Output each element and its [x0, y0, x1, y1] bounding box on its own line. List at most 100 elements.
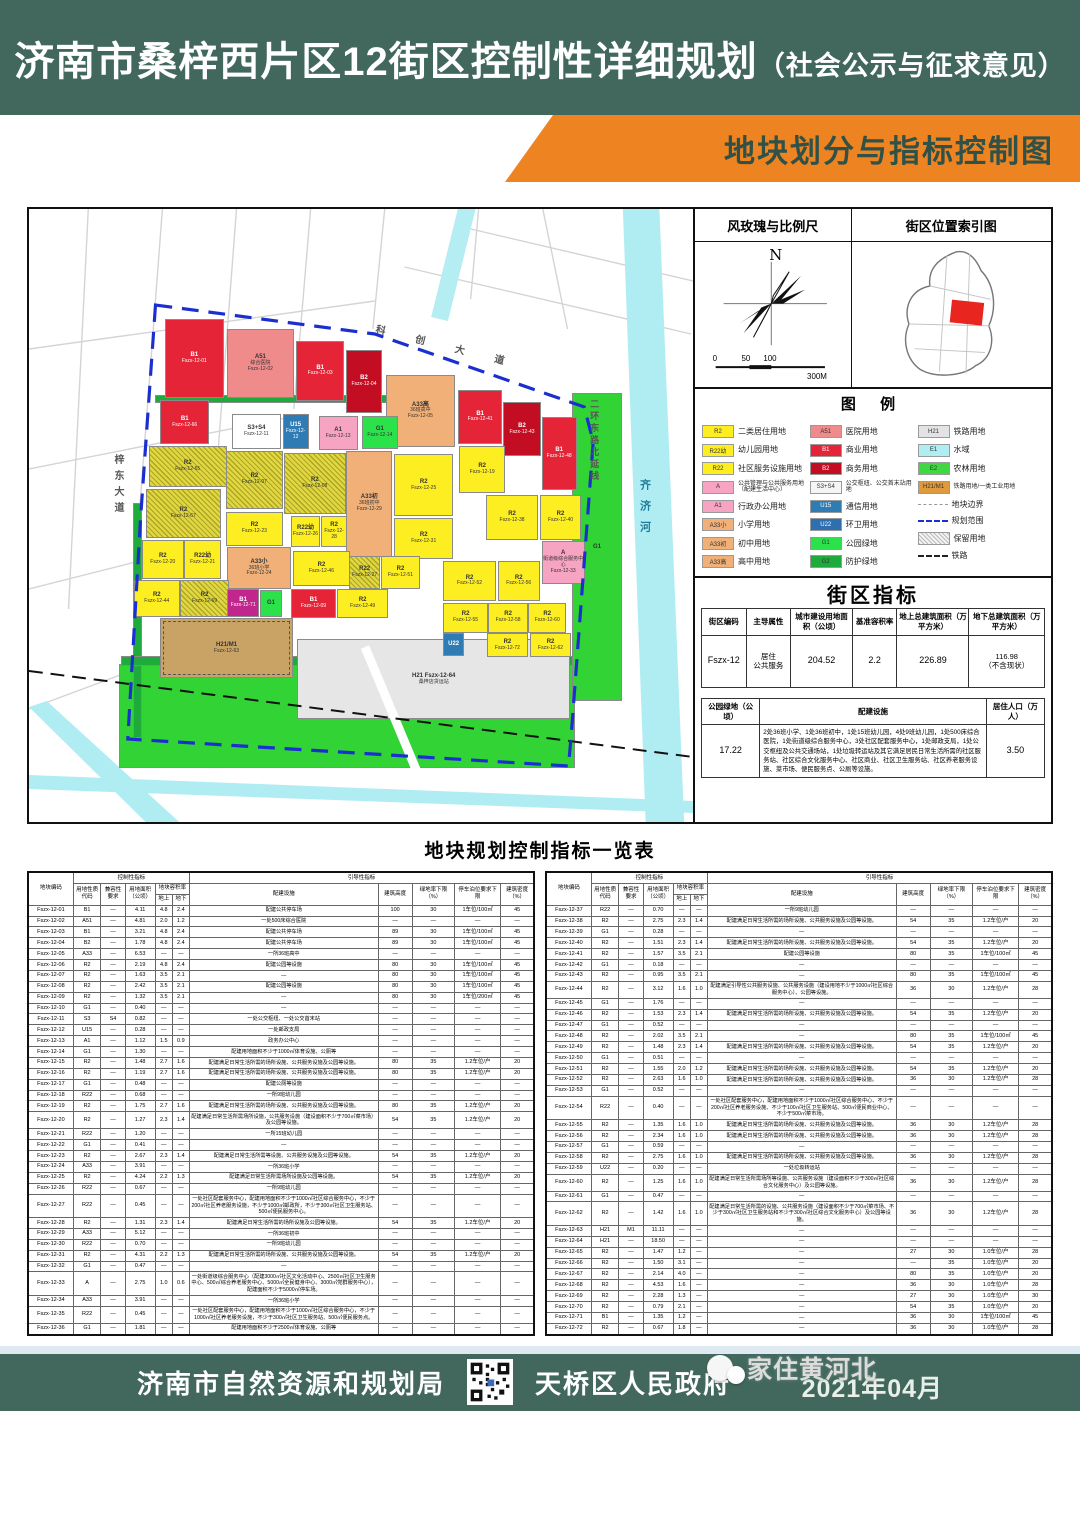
parking-cell: 1.2车位/户: [971, 1119, 1020, 1131]
far-below-cell: —: [689, 1268, 708, 1281]
far-above-cell: 4.0: [672, 1268, 691, 1281]
plot-row: Fszx-12-20 R2—1.27 2.3 1.4 配建满足日常生活所需场所设施，公共…: [27, 1111, 535, 1130]
code-cell: Fszx-12-28: [27, 1217, 74, 1229]
area-cell: 1.48: [642, 1041, 674, 1054]
table-group-header: 地块编码 控制性指标 引导性指标: [27, 871, 535, 906]
far-below-cell: 2.1: [689, 948, 708, 960]
sheet-title: 地块规划控制指标一览表: [424, 841, 656, 862]
map-parcel: R2 Fszx-12-19: [459, 445, 506, 493]
area-cell: 4.53: [642, 1279, 674, 1292]
legend-item: A1 行政办公用地: [702, 499, 805, 513]
table-subheader: 地上 地下: [28, 893, 534, 906]
parking-cell: 1.2车位/户: [971, 1201, 1020, 1226]
legend-label: 地块边界: [951, 499, 984, 509]
far-above-cell: 1.6: [672, 1201, 691, 1226]
height-cell: 80: [895, 948, 931, 960]
far-below-cell: —: [171, 1024, 190, 1037]
use-cell: G1: [72, 1046, 102, 1058]
use-cell: R2: [590, 1201, 620, 1226]
height-cell: —: [377, 1046, 413, 1058]
code-cell: Fszx-12-63: [545, 1224, 592, 1237]
area-cell: 1.78: [124, 937, 156, 950]
code-cell: Fszx-12-56: [545, 1130, 592, 1142]
area-cell: 1.25: [642, 1173, 674, 1192]
far-below-cell: —: [689, 904, 708, 917]
use-cell: R2: [72, 1150, 102, 1162]
area-cell: 0.82: [124, 1013, 156, 1026]
code-cell: Fszx-12-17: [27, 1078, 74, 1091]
legend-swatch: E1: [917, 443, 950, 457]
area-cell: 1.81: [124, 1322, 156, 1336]
parcel-id: Fszx-12-51: [387, 571, 413, 578]
code-cell: Fszx-12-33: [27, 1271, 74, 1296]
compat-cell: —: [618, 1290, 644, 1302]
green-cell: 30: [411, 926, 455, 939]
map-parcel: B1 Fszx-12-03: [295, 340, 345, 402]
qr-code-icon: [467, 1359, 513, 1406]
green-cell: —: [929, 1224, 973, 1237]
area-cell: 1.31: [124, 1217, 156, 1229]
legend-label: 农林用地: [953, 463, 986, 473]
area-cell: 0.79: [642, 1301, 674, 1313]
compat-cell: —: [100, 1271, 126, 1296]
density-cell: —: [1018, 1190, 1053, 1203]
green-cell: 30: [929, 1151, 973, 1164]
use-cell: G1: [590, 959, 620, 971]
facility-cell: 一处社区配套服务中心，配建用地面积不少于1000㎡社区综合服务中心，不少于200…: [188, 1193, 379, 1218]
plot-row: Fszx-12-28 R2—1.31 2.3 1.4 配建满足日常生活所需的场所设施及公…: [27, 1217, 535, 1229]
facility-cell: 配建满足日常生活所需等设施、公共服务设施及公园等设施。: [188, 1150, 379, 1162]
height-cell: 36: [895, 1173, 931, 1192]
code-cell: Fszx-12-07: [27, 969, 74, 982]
green-cell: —: [411, 1013, 455, 1026]
area-cell: 3.91: [124, 1160, 156, 1173]
plot-row: Fszx-12-36 G1—1.81— — 配建用地面积不少于2500㎡体育设施、公厕…: [27, 1322, 535, 1336]
compat-cell: —: [618, 1119, 644, 1131]
area-cell: 1.53: [642, 1008, 674, 1021]
legend-label: 铁路用地/一类工业用地: [953, 483, 1016, 490]
height-cell: —: [895, 1162, 931, 1175]
area-cell: 1.35: [642, 1119, 674, 1131]
facility-cell: 配建满足日常生活所需场所等设施、公共服务设施（建设面积不少于300㎡社区综合文化…: [706, 1173, 897, 1192]
height-cell: 36: [895, 1201, 931, 1226]
plot-row: Fszx-12-60 R2—1.25 1.6 1.0 配建满足日常生活所需场所等设施、公…: [545, 1173, 1053, 1192]
facility-cell: —: [706, 1301, 897, 1313]
facility-cell: —: [706, 1311, 897, 1324]
parking-cell: 1.2车位/户: [971, 937, 1020, 950]
compat-cell: —: [100, 1322, 126, 1336]
height-cell: 80: [377, 1100, 413, 1113]
parcel-id: Fszx-12-52: [457, 580, 483, 587]
use-cell: R2: [590, 1130, 620, 1142]
height-cell: —: [895, 959, 931, 971]
compat-cell: —: [100, 969, 126, 982]
parking-cell: 1车位/100㎡: [971, 1311, 1020, 1324]
map-parcel: R2 Fszx-12-07: [225, 450, 284, 509]
map-parcel: B2 Fszx-12-04: [346, 349, 382, 414]
use-cell: A: [72, 1271, 102, 1296]
density-cell: —: [1018, 1095, 1053, 1121]
code-cell: Fszx-12-37: [545, 904, 592, 917]
far-above-cell: —: [672, 1084, 691, 1097]
facility-cell: 配建满足日常生活所需的场所设施、公共服务设施及公园等设施。: [706, 1151, 897, 1164]
legend-swatch: G1: [809, 536, 842, 550]
svg-text:50: 50: [741, 354, 750, 363]
river-label: 齐济河: [638, 478, 651, 542]
plot-row: Fszx-12-34 A33—3.91— — 一所36班小学 — — — —: [27, 1294, 535, 1307]
parcel-id: Fszx-12-12: [285, 427, 306, 440]
compat-cell: —: [618, 1235, 644, 1248]
far-above-cell: —: [154, 1182, 173, 1195]
qr-center-logo: [487, 1379, 495, 1387]
parking-cell: 1.0车位/户: [971, 1257, 1020, 1270]
facility-cell: —: [706, 997, 897, 1010]
compat-cell: —: [100, 980, 126, 993]
parcel-id: Fszx-12-26: [293, 530, 319, 537]
code-cell: Fszx-12-58: [545, 1151, 592, 1164]
parcel-id: Fszx-12-19: [469, 468, 495, 475]
density-cell: —: [1018, 904, 1053, 917]
parking-cell: 1.2车位/户: [971, 980, 1020, 999]
green-cell: —: [411, 1139, 455, 1151]
parking-cell: —: [453, 1013, 502, 1026]
plot-row: Fszx-12-03 B1—3.21 4.8 2.4 配建公共停车场 89 30 1车位/10…: [27, 926, 535, 939]
use-cell: R22: [72, 1128, 102, 1141]
code-cell: Fszx-12-68: [545, 1279, 592, 1292]
compat-cell: —: [618, 959, 644, 971]
